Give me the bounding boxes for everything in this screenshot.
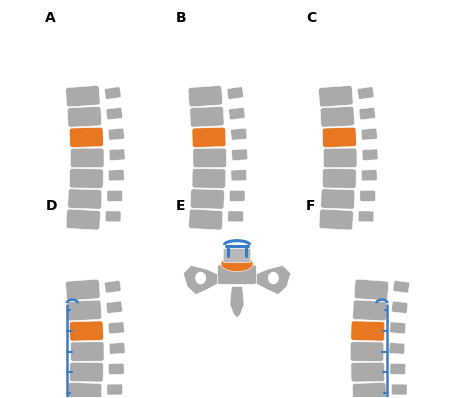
FancyBboxPatch shape <box>106 107 122 120</box>
FancyBboxPatch shape <box>107 190 122 201</box>
FancyBboxPatch shape <box>218 265 256 284</box>
FancyBboxPatch shape <box>321 189 355 209</box>
Polygon shape <box>255 265 291 295</box>
FancyBboxPatch shape <box>104 281 121 293</box>
FancyBboxPatch shape <box>70 342 104 361</box>
FancyBboxPatch shape <box>392 301 408 313</box>
FancyBboxPatch shape <box>351 362 385 382</box>
FancyBboxPatch shape <box>360 190 375 201</box>
FancyBboxPatch shape <box>351 321 385 341</box>
FancyBboxPatch shape <box>70 362 103 382</box>
FancyBboxPatch shape <box>65 279 100 300</box>
FancyBboxPatch shape <box>106 301 122 313</box>
FancyBboxPatch shape <box>109 343 125 354</box>
FancyBboxPatch shape <box>192 169 226 188</box>
FancyBboxPatch shape <box>189 209 223 230</box>
FancyBboxPatch shape <box>66 209 100 230</box>
FancyBboxPatch shape <box>228 107 245 120</box>
FancyBboxPatch shape <box>192 127 226 147</box>
FancyBboxPatch shape <box>67 300 101 321</box>
Text: C: C <box>306 11 317 25</box>
FancyBboxPatch shape <box>320 106 355 127</box>
FancyBboxPatch shape <box>229 190 245 201</box>
FancyBboxPatch shape <box>392 384 407 395</box>
FancyBboxPatch shape <box>109 363 124 375</box>
FancyBboxPatch shape <box>362 149 378 160</box>
FancyBboxPatch shape <box>104 87 121 100</box>
FancyBboxPatch shape <box>191 189 224 209</box>
FancyBboxPatch shape <box>393 281 410 293</box>
FancyBboxPatch shape <box>353 300 387 321</box>
FancyBboxPatch shape <box>359 107 375 120</box>
FancyBboxPatch shape <box>190 106 224 127</box>
Text: F: F <box>306 199 316 213</box>
FancyBboxPatch shape <box>231 170 246 181</box>
FancyBboxPatch shape <box>323 148 357 168</box>
FancyBboxPatch shape <box>68 382 102 398</box>
FancyBboxPatch shape <box>65 86 100 107</box>
FancyBboxPatch shape <box>358 211 374 222</box>
FancyBboxPatch shape <box>67 106 101 127</box>
Polygon shape <box>183 265 219 295</box>
FancyBboxPatch shape <box>68 189 102 209</box>
Ellipse shape <box>221 256 253 271</box>
FancyBboxPatch shape <box>70 169 103 188</box>
FancyBboxPatch shape <box>108 322 124 334</box>
FancyBboxPatch shape <box>350 342 384 361</box>
FancyBboxPatch shape <box>322 127 356 147</box>
FancyBboxPatch shape <box>108 128 124 140</box>
FancyBboxPatch shape <box>361 128 377 140</box>
FancyBboxPatch shape <box>109 170 124 181</box>
Ellipse shape <box>269 273 278 284</box>
Ellipse shape <box>196 273 205 284</box>
FancyBboxPatch shape <box>232 149 247 160</box>
FancyBboxPatch shape <box>352 382 386 398</box>
FancyBboxPatch shape <box>69 321 103 341</box>
Text: A: A <box>46 11 56 25</box>
FancyBboxPatch shape <box>193 148 227 168</box>
FancyBboxPatch shape <box>227 87 244 100</box>
FancyBboxPatch shape <box>223 248 251 263</box>
FancyBboxPatch shape <box>70 148 104 168</box>
Text: D: D <box>46 199 57 213</box>
FancyBboxPatch shape <box>107 384 122 395</box>
FancyBboxPatch shape <box>357 87 374 100</box>
FancyBboxPatch shape <box>319 86 353 107</box>
FancyBboxPatch shape <box>361 170 377 181</box>
FancyBboxPatch shape <box>188 86 223 107</box>
FancyBboxPatch shape <box>105 211 121 222</box>
FancyBboxPatch shape <box>319 209 354 230</box>
Polygon shape <box>230 286 244 318</box>
FancyBboxPatch shape <box>109 149 125 160</box>
FancyBboxPatch shape <box>390 363 406 375</box>
Text: B: B <box>176 11 186 25</box>
FancyBboxPatch shape <box>228 211 244 222</box>
FancyBboxPatch shape <box>231 128 247 140</box>
FancyBboxPatch shape <box>390 322 406 334</box>
FancyBboxPatch shape <box>322 169 356 188</box>
Text: E: E <box>176 199 185 213</box>
FancyBboxPatch shape <box>389 343 405 354</box>
FancyBboxPatch shape <box>69 127 103 147</box>
FancyBboxPatch shape <box>354 279 389 300</box>
